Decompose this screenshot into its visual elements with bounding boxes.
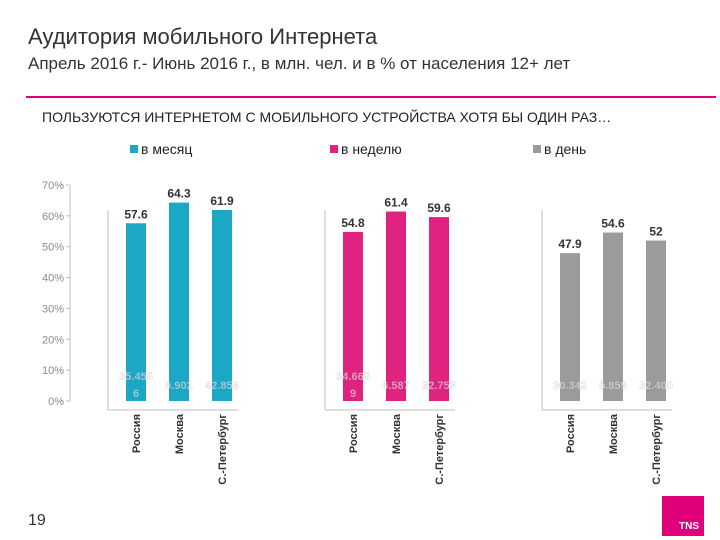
bar-inner-label: 30.342: [553, 380, 587, 392]
bar: [429, 217, 449, 401]
bar-inner-label: 32.400: [639, 380, 673, 392]
bar: [560, 253, 580, 401]
bar-value-label: 57.6: [124, 207, 148, 221]
y-tick-label: 60%: [42, 211, 64, 223]
logo-text: TNS: [679, 521, 699, 532]
bar: [603, 232, 623, 401]
bar-value-label: 47.9: [558, 237, 582, 251]
bar-value-label: 52: [649, 225, 663, 239]
category-label: Москва: [608, 413, 620, 454]
bar: [386, 211, 406, 401]
bar-inner-label: 9: [350, 388, 356, 400]
category-label: Москва: [391, 413, 403, 454]
category-label: Россия: [131, 414, 143, 453]
bar-inner-label: 5.859: [599, 380, 627, 392]
bar: [126, 223, 146, 401]
page-subtitle: Апрель 2016 г.- Июнь 2016 г., в млн. чел…: [28, 54, 571, 73]
category-label: Россия: [565, 414, 577, 453]
bar-value-label: 61.4: [384, 196, 408, 210]
category-label: Россия: [348, 414, 360, 453]
bar-inner-label: 6: [133, 388, 139, 400]
bar-value-label: 54.8: [341, 216, 365, 230]
legend-item-month: в месяц: [130, 141, 192, 157]
legend-swatch-week: [330, 145, 338, 153]
category-label: С.-Петербург: [434, 414, 446, 485]
bar: [212, 209, 232, 401]
legend-swatch-day: [533, 145, 541, 153]
bar-value-label: 59.6: [427, 201, 451, 215]
y-tick-label: 40%: [42, 273, 64, 285]
bar-inner-label: 42.858: [205, 380, 239, 392]
bar-inner-label: 35.455: [119, 371, 153, 383]
category-label: С.-Петербург: [651, 414, 663, 485]
bar-value-label: 61.9: [210, 194, 234, 208]
y-tick-label: 50%: [42, 242, 64, 254]
bar-value-label: 64.3: [167, 187, 191, 201]
divider: [26, 96, 716, 98]
page-title: Аудитория мобильного Интернета: [28, 24, 378, 49]
chart-heading: ПОЛЬЗУЮТСЯ ИНТЕРНЕТОМ С МОБИЛЬНОГО УСТРО…: [42, 109, 612, 125]
bar: [646, 240, 666, 401]
y-tick-label: 20%: [42, 334, 64, 346]
legend-label-month: в месяц: [141, 141, 193, 157]
category-label: Москва: [174, 413, 186, 454]
legend-swatch-month: [130, 145, 138, 153]
tns-logo: TNS: [662, 496, 704, 536]
legend-item-week: в неделю: [330, 141, 402, 157]
y-tick-label: 10%: [42, 365, 64, 377]
bar-value-label: 54.6: [601, 217, 625, 231]
y-tick-label: 0%: [48, 396, 64, 408]
bar-inner-label: 6.587: [382, 380, 410, 392]
bar: [343, 231, 363, 401]
category-label: С.-Петербург: [217, 414, 229, 485]
legend-item-day: в день: [533, 141, 586, 157]
bar-inner-label: 32.753: [422, 380, 456, 392]
legend-label-day: в день: [544, 141, 587, 157]
bar: [169, 202, 189, 401]
bar-inner-label: 6.902: [165, 380, 193, 392]
bar-inner-label: 34.665: [336, 371, 370, 383]
page-number: 19: [28, 512, 46, 529]
y-tick-label: 70%: [42, 180, 64, 192]
legend-label-week: в неделю: [341, 141, 402, 157]
y-tick-label: 30%: [42, 303, 64, 315]
